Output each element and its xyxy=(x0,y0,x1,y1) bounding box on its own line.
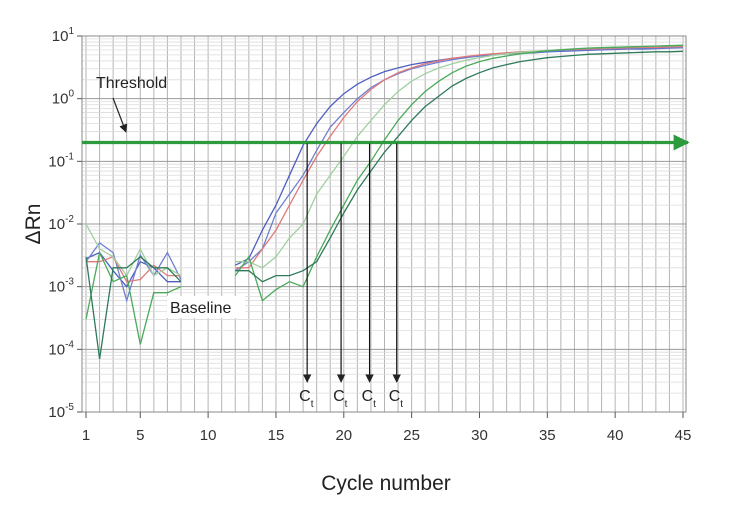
ct-label: Ct xyxy=(299,388,314,410)
amplification-curve-3 xyxy=(235,45,684,269)
x-tick-label: 25 xyxy=(403,427,420,444)
y-axis-label: ΔRn xyxy=(22,204,45,245)
x-axis-ticks: 1 5 10 15 20 25 30 35 40 45 xyxy=(82,412,692,444)
amplification-curve-5 xyxy=(85,250,182,345)
y-axis-ticks: 101 100 10-1 10-2 10-3 10-4 10-5 xyxy=(48,26,82,421)
x-tick-label: 20 xyxy=(335,427,352,444)
amplification-curve-6 xyxy=(235,50,684,283)
ct-label: Ct xyxy=(333,388,348,410)
amplification-curve-6 xyxy=(85,255,182,360)
amplification-curve-2 xyxy=(234,46,684,272)
ct-label: Ct xyxy=(362,388,377,410)
amplification-curve-2 xyxy=(85,241,182,303)
x-tick-label: 35 xyxy=(539,427,556,444)
y-tick-label: 10-5 xyxy=(48,402,74,421)
y-tick-label: 10-3 xyxy=(48,277,74,296)
x-tick-label: 40 xyxy=(607,427,624,444)
ct-label: Ct xyxy=(389,388,404,410)
amplification-curves xyxy=(85,44,684,360)
x-tick-label: 45 xyxy=(675,427,692,444)
x-tick-label: 30 xyxy=(471,427,488,444)
amplification-curve-3 xyxy=(86,255,181,283)
y-tick-label: 10-2 xyxy=(48,214,74,233)
y-tick-label: 10-1 xyxy=(48,151,74,170)
x-tick-label: 5 xyxy=(136,427,144,444)
y-tick-label: 100 xyxy=(52,89,75,108)
y-tick-label: 10-4 xyxy=(48,339,74,358)
x-tick-label: 15 xyxy=(268,427,285,444)
ct-markers: Ct Ct Ct Ct xyxy=(299,143,403,410)
baseline-label-bg xyxy=(167,296,245,318)
x-tick-label: 10 xyxy=(200,427,217,444)
x-axis-label: Cycle number xyxy=(321,472,451,495)
threshold-label: Threshold xyxy=(96,75,167,92)
y-tick-label: 101 xyxy=(52,26,75,45)
x-tick-label: 1 xyxy=(82,427,90,444)
amplification-curve-5 xyxy=(234,44,684,302)
baseline-label: Baseline xyxy=(170,300,231,317)
threshold-pointer-arrow xyxy=(112,97,128,133)
amplification-curve-1 xyxy=(85,251,181,288)
